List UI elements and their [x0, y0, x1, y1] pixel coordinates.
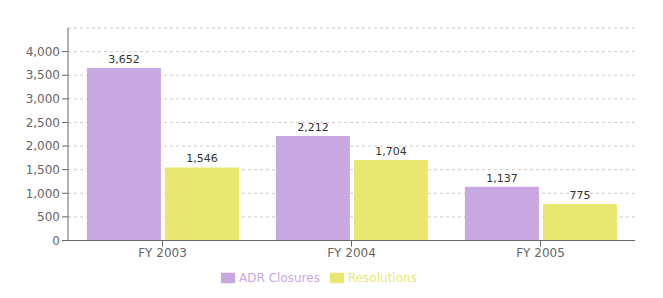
svg-text:1,000: 1,000: [26, 187, 60, 201]
svg-text:0: 0: [52, 234, 60, 248]
svg-text:500: 500: [37, 210, 60, 224]
svg-text:1,546: 1,546: [186, 152, 218, 165]
svg-text:2,500: 2,500: [26, 116, 60, 130]
svg-text:775: 775: [569, 189, 590, 202]
svg-text:2,212: 2,212: [297, 121, 329, 134]
svg-text:3,652: 3,652: [108, 53, 140, 66]
svg-text:1,704: 1,704: [375, 145, 407, 158]
svg-text:FY 2004: FY 2004: [327, 246, 376, 260]
svg-text:3,000: 3,000: [26, 92, 60, 106]
svg-text:1,137: 1,137: [486, 172, 518, 185]
svg-text:FY 2003: FY 2003: [138, 246, 187, 260]
svg-text:2,000: 2,000: [26, 139, 60, 153]
html-text:Resolutions: Resolutions: [347, 270, 417, 285]
svg-text:3,500: 3,500: [26, 68, 60, 82]
html-text:ADR Closures: ADR Closures: [239, 270, 320, 285]
svg-text:4,000: 4,000: [26, 45, 60, 59]
svg-text:FY 2005: FY 2005: [516, 246, 565, 260]
svg-text:1,500: 1,500: [26, 163, 60, 177]
